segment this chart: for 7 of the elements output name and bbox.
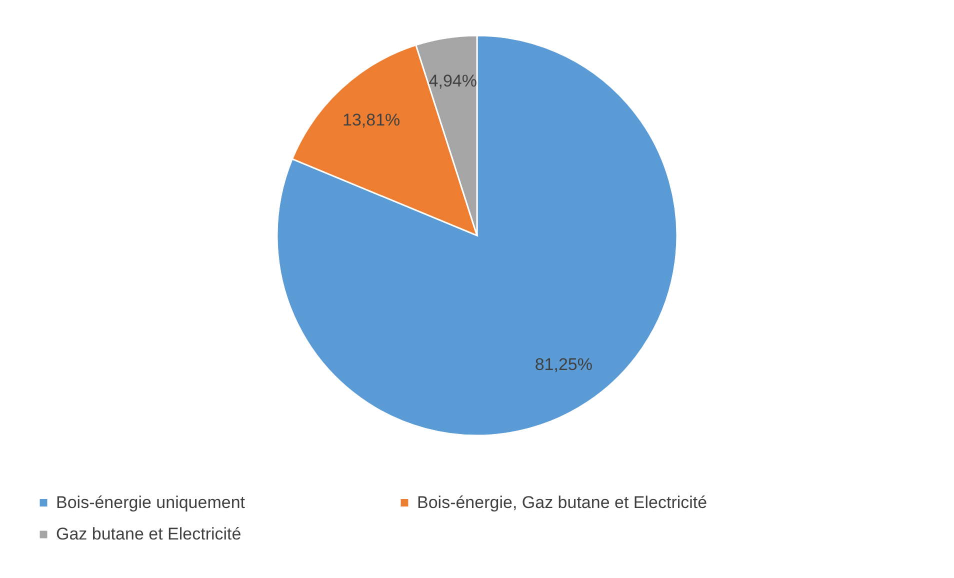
- legend-label: Bois-énergie uniquement: [56, 492, 246, 512]
- data-label: 4,94%: [428, 71, 477, 90]
- pie-slice: [276, 34, 678, 436]
- legend-label: Gaz butane et Electricité: [56, 524, 242, 544]
- legend-label: Bois-énergie, Gaz butane et Electricité: [417, 492, 708, 512]
- data-label: 81,25%: [534, 355, 593, 374]
- data-label: 13,81%: [342, 110, 400, 130]
